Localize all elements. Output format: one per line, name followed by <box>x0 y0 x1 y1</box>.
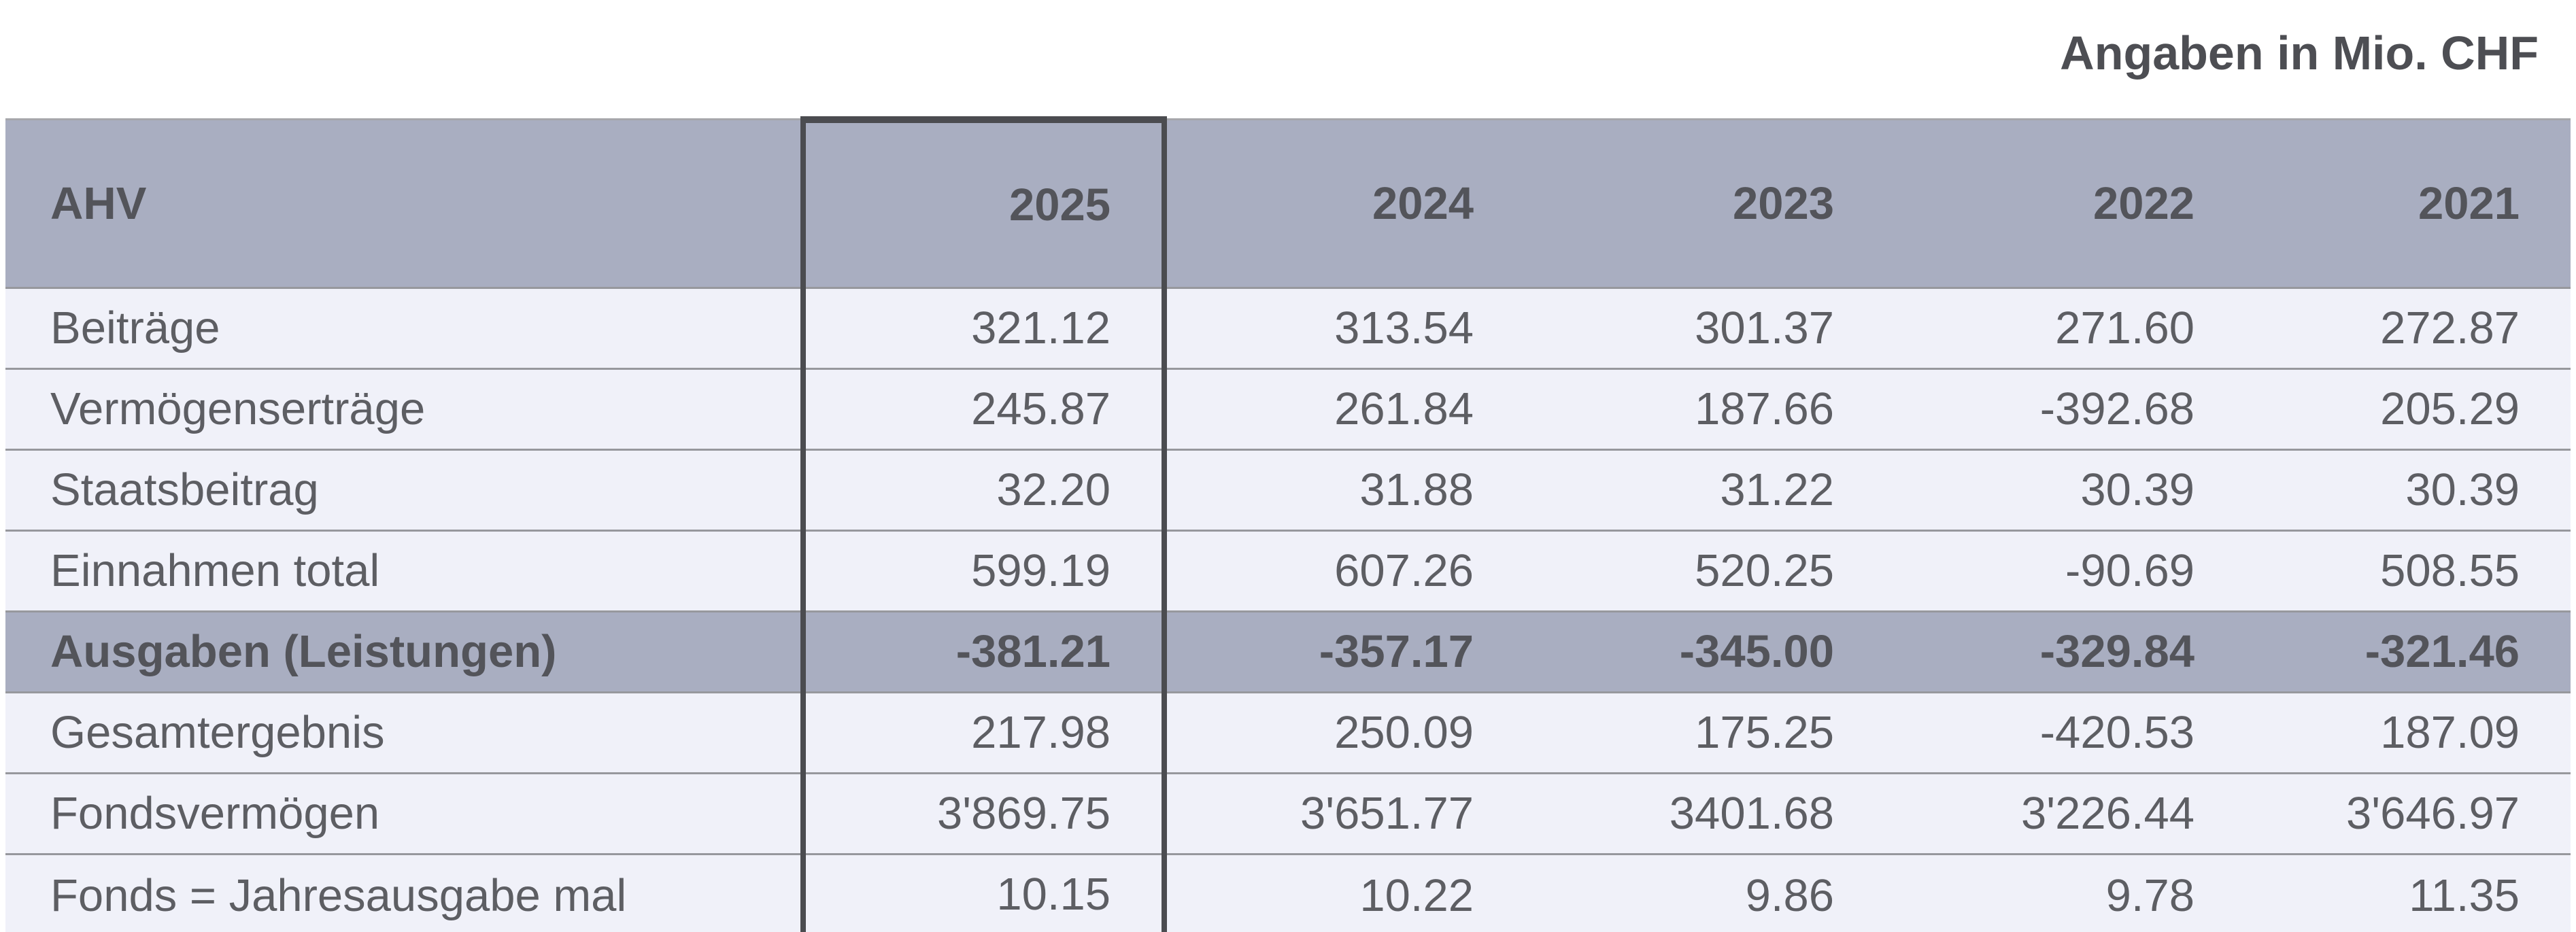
value-cell-2021: -321.46 <box>2245 610 2571 692</box>
value-cell-2021: 187.09 <box>2245 691 2571 773</box>
value-cell-2024: 31.88 <box>1164 448 1525 530</box>
value-cell-2024: -357.17 <box>1164 610 1525 692</box>
table-row: Fonds = Jahresausgabe mal 10.15 10.22 9.86 9… <box>5 852 2571 932</box>
row-label: Beiträge <box>5 286 803 368</box>
table-row: Vermögenserträge 245.87 261.84 187.66 -392.6… <box>5 367 2571 449</box>
value-cell-2024: 313.54 <box>1164 286 1525 368</box>
value-cell-2021: 205.29 <box>2245 367 2571 449</box>
row-label: Einnahmen total <box>5 529 803 611</box>
value-cell-2025: -381.21 <box>800 610 1167 692</box>
year-header-2021: 2021 <box>2245 119 2571 288</box>
value-cell-2022: -420.53 <box>1885 691 2245 773</box>
row-label: Gesamtergebnis <box>5 691 803 773</box>
row-label: Vermögenserträge <box>5 367 803 449</box>
value-cell-2022: 9.78 <box>1885 852 2245 932</box>
value-cell-2023: 9.86 <box>1525 852 1885 932</box>
table-row: Ausgaben (Leistungen) -381.21 -357.17 -345.… <box>5 610 2571 692</box>
value-cell-2021: 272.87 <box>2245 286 2571 368</box>
value-cell-2022: -90.69 <box>1885 529 2245 611</box>
row-label: Fonds = Jahresausgabe mal <box>5 852 803 932</box>
value-cell-2023: 187.66 <box>1525 367 1885 449</box>
row-label: Fondsvermögen <box>5 772 803 854</box>
ahv-data-table: AHV 2025 2024 2023 2022 2021 Beiträge 321.12 31… <box>5 116 2571 932</box>
value-cell-2025: 217.98 <box>800 691 1167 773</box>
value-cell-2022: -392.68 <box>1885 367 2245 449</box>
table-row: Einnahmen total 599.19 607.26 520.25 -90.69 5… <box>5 529 2571 611</box>
value-cell-2025: 321.12 <box>800 286 1167 368</box>
table-body: Beiträge 321.12 313.54 301.37 271.60 272.87 Ve… <box>5 286 2571 932</box>
value-cell-2023: -345.00 <box>1525 610 1885 692</box>
value-cell-2024: 250.09 <box>1164 691 1525 773</box>
value-cell-2022: 3'226.44 <box>1885 772 2245 854</box>
table-title-cell: AHV <box>5 119 803 288</box>
value-cell-2023: 301.37 <box>1525 286 1885 368</box>
value-cell-2022: 271.60 <box>1885 286 2245 368</box>
value-cell-2024: 607.26 <box>1164 529 1525 611</box>
value-cell-2023: 31.22 <box>1525 448 1885 530</box>
row-label: Ausgaben (Leistungen) <box>5 610 803 692</box>
value-cell-2021: 508.55 <box>2245 529 2571 611</box>
value-cell-2025: 10.15 <box>800 852 1167 932</box>
value-cell-2021: 30.39 <box>2245 448 2571 530</box>
year-header-2024: 2024 <box>1164 119 1525 288</box>
year-header-2022: 2022 <box>1885 119 2245 288</box>
row-label: Staatsbeitrag <box>5 448 803 530</box>
value-cell-2025: 3'869.75 <box>800 772 1167 854</box>
unit-note: Angaben in Mio. CHF <box>2060 27 2539 80</box>
value-cell-2022: -329.84 <box>1885 610 2245 692</box>
value-cell-2021: 11.35 <box>2245 852 2571 932</box>
year-header-2025: 2025 <box>800 116 1167 288</box>
table-row: Beiträge 321.12 313.54 301.37 271.60 272.87 <box>5 286 2571 368</box>
value-cell-2023: 175.25 <box>1525 691 1885 773</box>
table-row: Fondsvermögen 3'869.75 3'651.77 3401.68 3'22… <box>5 772 2571 854</box>
table-head: AHV 2025 2024 2023 2022 2021 <box>5 116 2571 288</box>
table-header-row: AHV 2025 2024 2023 2022 2021 <box>5 116 2571 288</box>
value-cell-2025: 32.20 <box>800 448 1167 530</box>
value-cell-2025: 245.87 <box>800 367 1167 449</box>
value-cell-2024: 3'651.77 <box>1164 772 1525 854</box>
value-cell-2024: 10.22 <box>1164 852 1525 932</box>
value-cell-2024: 261.84 <box>1164 367 1525 449</box>
value-cell-2025: 599.19 <box>800 529 1167 611</box>
value-cell-2023: 3401.68 <box>1525 772 1885 854</box>
value-cell-2021: 3'646.97 <box>2245 772 2571 854</box>
table-row: Staatsbeitrag 32.20 31.88 31.22 30.39 30.39 <box>5 448 2571 530</box>
table-row: Gesamtergebnis 217.98 250.09 175.25 -420.53 1… <box>5 691 2571 773</box>
value-cell-2023: 520.25 <box>1525 529 1885 611</box>
value-cell-2022: 30.39 <box>1885 448 2245 530</box>
year-header-2023: 2023 <box>1525 119 1885 288</box>
